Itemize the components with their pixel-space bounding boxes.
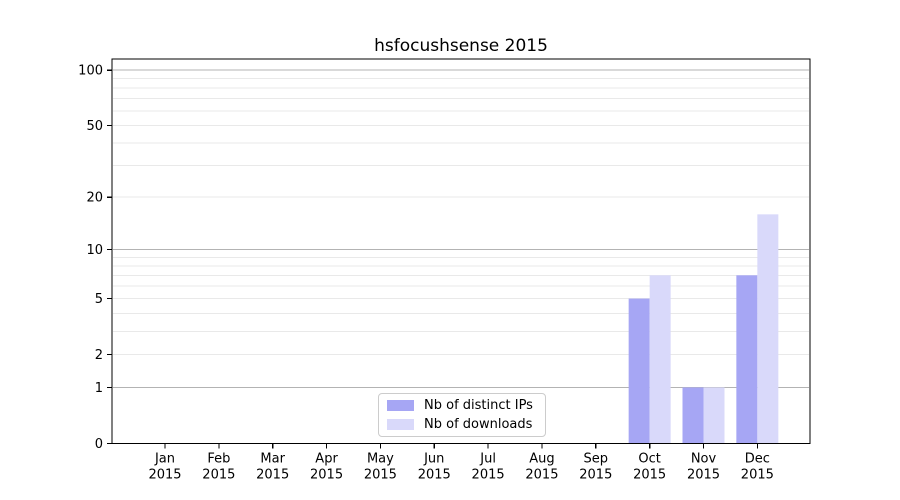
bar-distinct-ips-dec bbox=[736, 275, 758, 444]
bar-distinct-ips-oct bbox=[628, 298, 650, 444]
x-tick-label-month: Feb bbox=[207, 452, 230, 467]
x-tick-label-month: Nov bbox=[691, 452, 717, 467]
x-tick-label-month: Oct bbox=[638, 452, 660, 467]
bar-downloads-nov bbox=[703, 387, 725, 444]
x-tick-label-year: 2015 bbox=[256, 468, 289, 483]
x-tick-label-year: 2015 bbox=[687, 468, 720, 483]
x-tick-label-year: 2015 bbox=[202, 468, 235, 483]
y-tick-label: 20 bbox=[86, 191, 103, 206]
bar-downloads-dec bbox=[757, 214, 779, 444]
x-tick-label-month: Jun bbox=[423, 452, 444, 467]
x-tick-label-year: 2015 bbox=[579, 468, 612, 483]
legend-label-downloads: Nb of downloads bbox=[424, 417, 533, 432]
x-tick-label-year: 2015 bbox=[633, 468, 666, 483]
x-tick-label-month: Jan bbox=[154, 452, 175, 467]
legend-label-distinct-ips: Nb of distinct IPs bbox=[424, 398, 533, 413]
x-tick-label-year: 2015 bbox=[472, 468, 505, 483]
y-tick-label: 50 bbox=[86, 119, 103, 134]
legend-swatch-downloads bbox=[387, 419, 414, 430]
legend-swatch-distinct-ips bbox=[387, 400, 414, 411]
legend-item-downloads: Nb of downloads bbox=[387, 417, 545, 432]
plot-border bbox=[111, 58, 811, 445]
y-tick-label: 2 bbox=[95, 348, 103, 363]
y-tick-label: 0 bbox=[95, 437, 103, 452]
chart-title: hsfocushsense 2015 bbox=[374, 36, 548, 56]
y-tick-label: 10 bbox=[86, 243, 103, 258]
y-tick-label: 5 bbox=[95, 292, 103, 307]
x-tick-label-month: Jul bbox=[479, 452, 496, 467]
x-tick-label-year: 2015 bbox=[148, 468, 181, 483]
x-tick-label-year: 2015 bbox=[418, 468, 451, 483]
x-tick-label-month: May bbox=[367, 452, 394, 467]
legend-item-distinct-ips: Nb of distinct IPs bbox=[387, 398, 545, 413]
x-tick-label-year: 2015 bbox=[364, 468, 397, 483]
x-tick-label-year: 2015 bbox=[525, 468, 558, 483]
x-tick-label-month: Apr bbox=[315, 452, 338, 467]
y-tick-label: 1 bbox=[95, 381, 103, 396]
x-tick-label-month: Aug bbox=[529, 452, 554, 467]
legend: Nb of distinct IPs Nb of downloads bbox=[378, 393, 546, 437]
x-tick-label-year: 2015 bbox=[741, 468, 774, 483]
x-tick-label-month: Sep bbox=[584, 452, 609, 467]
bar-distinct-ips-nov bbox=[682, 387, 704, 444]
y-tick-label: 100 bbox=[78, 64, 103, 79]
x-tick-label-year: 2015 bbox=[310, 468, 343, 483]
x-tick-label-month: Dec bbox=[745, 452, 770, 467]
bar-downloads-oct bbox=[649, 275, 671, 444]
x-tick-label-month: Mar bbox=[260, 452, 285, 467]
